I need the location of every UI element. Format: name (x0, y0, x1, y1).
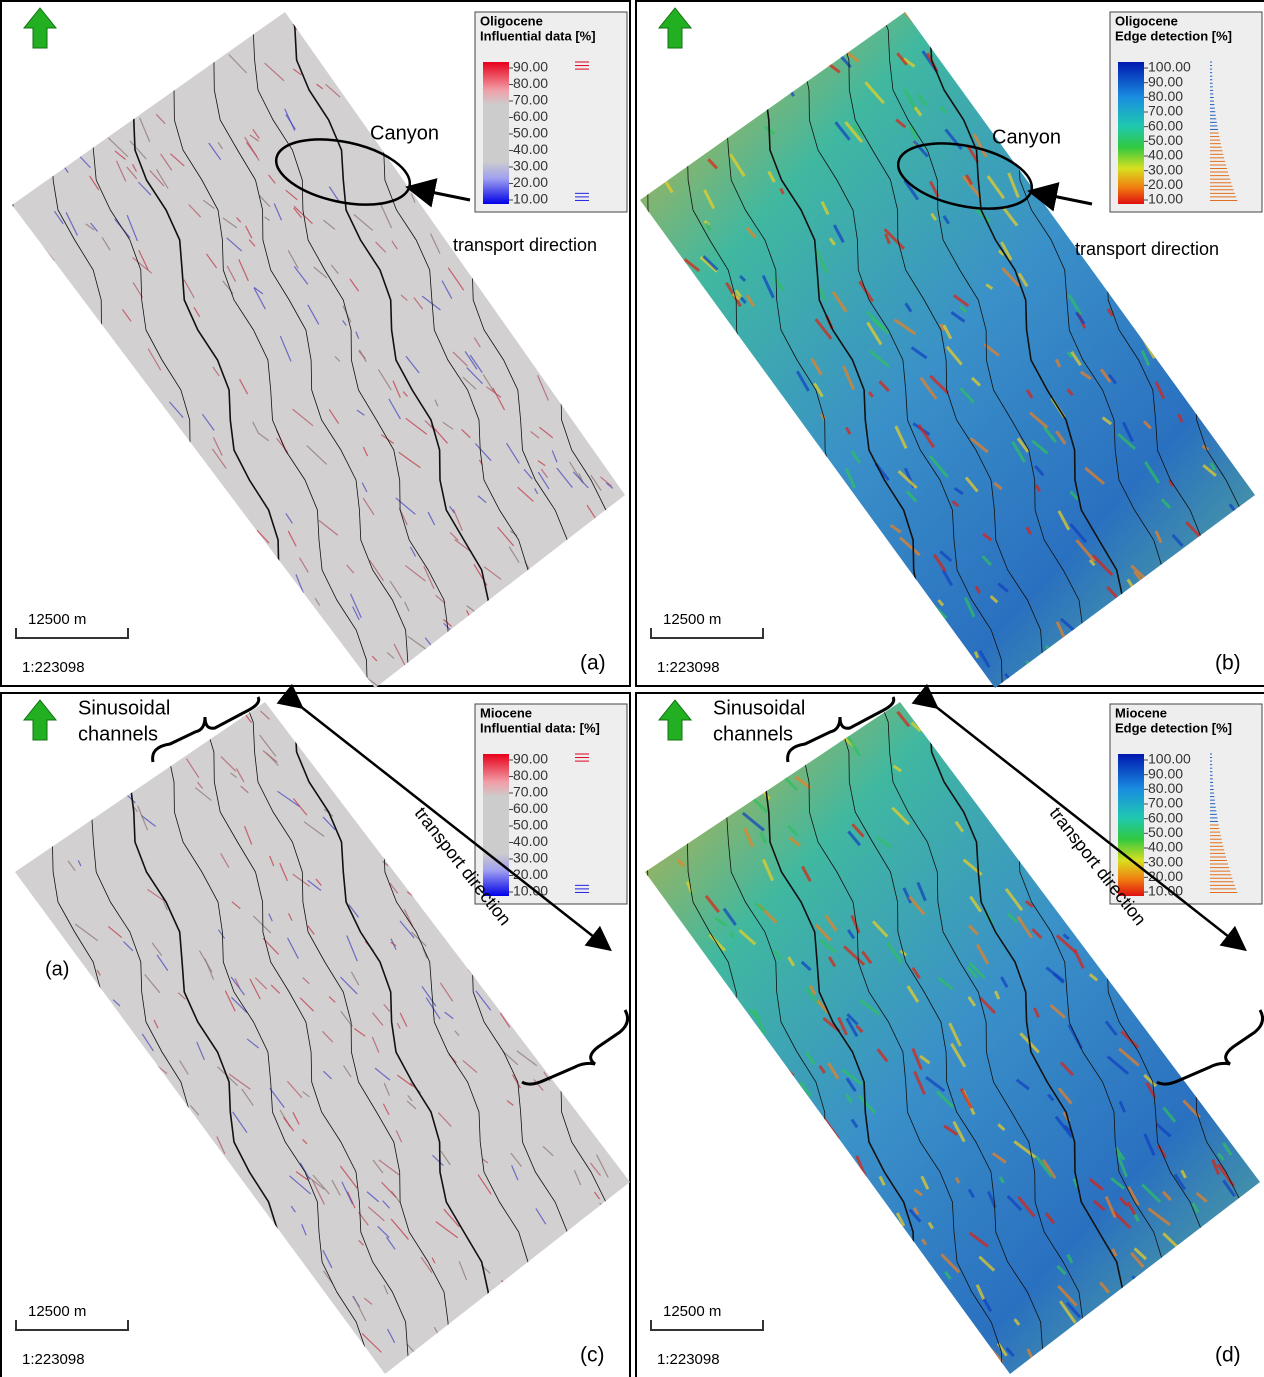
legend-tick-label: 90.00 (1148, 73, 1183, 89)
legend: OligoceneEdge detection [%] 100.0090.0080… (1110, 12, 1262, 212)
legend-tick-label: 60.00 (513, 800, 548, 816)
annotation: Sinusoidal (78, 697, 170, 719)
scale-ratio: 1:223098 (657, 659, 720, 676)
figure: OligoceneInfluential data [%]90.0080.007… (0, 0, 1264, 1377)
panel-label: (b) (1215, 652, 1241, 675)
legend-tick-label: 40.00 (513, 833, 548, 849)
legend-tick-label: 50.00 (513, 125, 548, 141)
legend-tick-label: 50.00 (1148, 132, 1183, 148)
legend-title: Influential data [%] (480, 28, 596, 43)
annotation: transport direction (1075, 239, 1219, 259)
legend-tick-label: 30.00 (513, 158, 548, 174)
scale-ratio: 1:223098 (22, 1351, 85, 1368)
legend-tick-label: 30.00 (513, 850, 548, 866)
legend-tick-label: 40.00 (513, 141, 548, 157)
annotation: channels (78, 723, 158, 745)
legend-tick-label: 10.00 (513, 191, 548, 207)
legend-title: Miocene (480, 705, 532, 720)
legend-tick-label: 50.00 (1148, 824, 1183, 840)
panel-label: (c) (580, 1344, 605, 1367)
legend-title: Oligocene (480, 13, 543, 28)
legend-tick-label: 70.00 (513, 92, 548, 108)
scale-length: 12500 m (663, 1303, 721, 1320)
legend: OligoceneInfluential data [%] 90.0080.007… (475, 12, 627, 212)
legend-tick-label: 60.00 (1148, 809, 1183, 825)
legend-tick-label: 90.00 (513, 751, 548, 767)
legend-tick-label: 10.00 (1148, 191, 1183, 207)
legend-tick-label: 90.00 (513, 59, 548, 75)
scale-length: 12500 m (28, 1303, 86, 1320)
legend-tick-label: 40.00 (1148, 839, 1183, 855)
legend-tick-label: 20.00 (1148, 176, 1183, 192)
panel-label: (a) (580, 652, 606, 675)
scale-length: 12500 m (28, 611, 86, 628)
legend: MioceneInfluential data: [%] 90.0080.0070… (475, 704, 627, 904)
legend-colorbar (1118, 62, 1144, 204)
legend-tick-label: 100.00 (1148, 59, 1191, 75)
legend-tick-label: 60.00 (1148, 117, 1183, 133)
scale-ratio: 1:223098 (657, 1351, 720, 1368)
annotation: Canyon (370, 122, 439, 144)
legend-colorbar (483, 62, 509, 204)
legend-tick-label: 70.00 (1148, 103, 1183, 119)
legend-title: Oligocene (1115, 13, 1178, 28)
legend-tick-label: 80.00 (513, 75, 548, 91)
annotation: Canyon (992, 126, 1061, 148)
legend-tick-label: 30.00 (1148, 853, 1183, 869)
legend-title: Influential data: [%] (480, 720, 600, 735)
scale-ratio: 1:223098 (22, 659, 85, 676)
legend-colorbar (1118, 754, 1144, 896)
annotation: Sinusoidal (713, 697, 805, 719)
legend-tick-label: 20.00 (513, 866, 548, 882)
annotation: channels (713, 723, 793, 745)
legend-tick-label: 90.00 (1148, 765, 1183, 781)
legend-tick-label: 80.00 (1148, 88, 1183, 104)
legend-title: Miocene (1115, 705, 1167, 720)
legend-title: Edge detection [%] (1115, 28, 1232, 43)
legend-tick-label: 50.00 (513, 817, 548, 833)
legend-tick-label: 30.00 (1148, 161, 1183, 177)
legend-tick-label: 80.00 (1148, 780, 1183, 796)
legend-tick-label: 70.00 (1148, 795, 1183, 811)
annotation: (a) (45, 958, 69, 980)
legend-title: Edge detection [%] (1115, 720, 1232, 735)
annotation: transport direction (453, 235, 597, 255)
legend-colorbar (483, 754, 509, 896)
legend-tick-label: 80.00 (513, 767, 548, 783)
legend-tick-label: 70.00 (513, 784, 548, 800)
legend-tick-label: 100.00 (1148, 751, 1191, 767)
legend-tick-label: 60.00 (513, 108, 548, 124)
scale-length: 12500 m (663, 611, 721, 628)
legend: MioceneEdge detection [%] 100.0090.0080.0… (1110, 704, 1262, 904)
panel-label: (d) (1215, 1344, 1241, 1367)
legend-tick-label: 20.00 (513, 174, 548, 190)
legend-tick-label: 40.00 (1148, 147, 1183, 163)
